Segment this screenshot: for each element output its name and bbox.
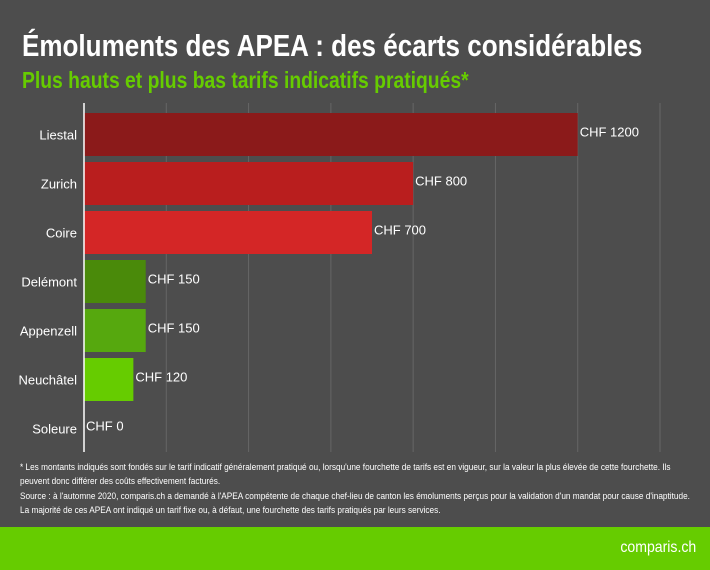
comparis-logo: comparis.ch [620, 539, 696, 556]
data-label: CHF 120 [135, 370, 187, 385]
bar-liestal [84, 113, 578, 156]
data-label: CHF 150 [148, 272, 200, 287]
footnote: * Les montants indiqués sont fondés sur … [20, 462, 671, 487]
category-label: Soleure [32, 422, 77, 437]
footer-bar: comparis.ch [0, 527, 710, 570]
data-label: CHF 150 [148, 321, 200, 336]
data-label: CHF 800 [415, 174, 467, 189]
bar-coire [84, 211, 372, 254]
chart-title: Émoluments des APEA : des écarts considé… [22, 28, 643, 63]
bar-zurich [84, 162, 414, 205]
category-label: Liestal [39, 128, 77, 143]
data-label: CHF 1200 [580, 125, 639, 140]
category-label: Coire [46, 226, 77, 241]
chart-subtitle: Plus hauts et plus bas tarifs indicatifs… [22, 67, 469, 93]
category-label: Appenzell [20, 324, 77, 339]
category-label: Zurich [41, 177, 77, 192]
category-label: Delémont [21, 275, 77, 290]
category-label: Neuchâtel [18, 373, 77, 388]
data-label: CHF 0 [86, 419, 124, 434]
source-note: Source : à l'automne 2020, comparis.ch a… [20, 491, 690, 516]
bar-chart: Liestal CHF 1200 Zurich CHF 800 Coire CHF 700… [18, 103, 661, 452]
bar-neuchâtel [84, 358, 134, 401]
bar-appenzell [84, 309, 146, 352]
bar-delémont [84, 260, 146, 303]
data-label: CHF 700 [374, 223, 426, 238]
